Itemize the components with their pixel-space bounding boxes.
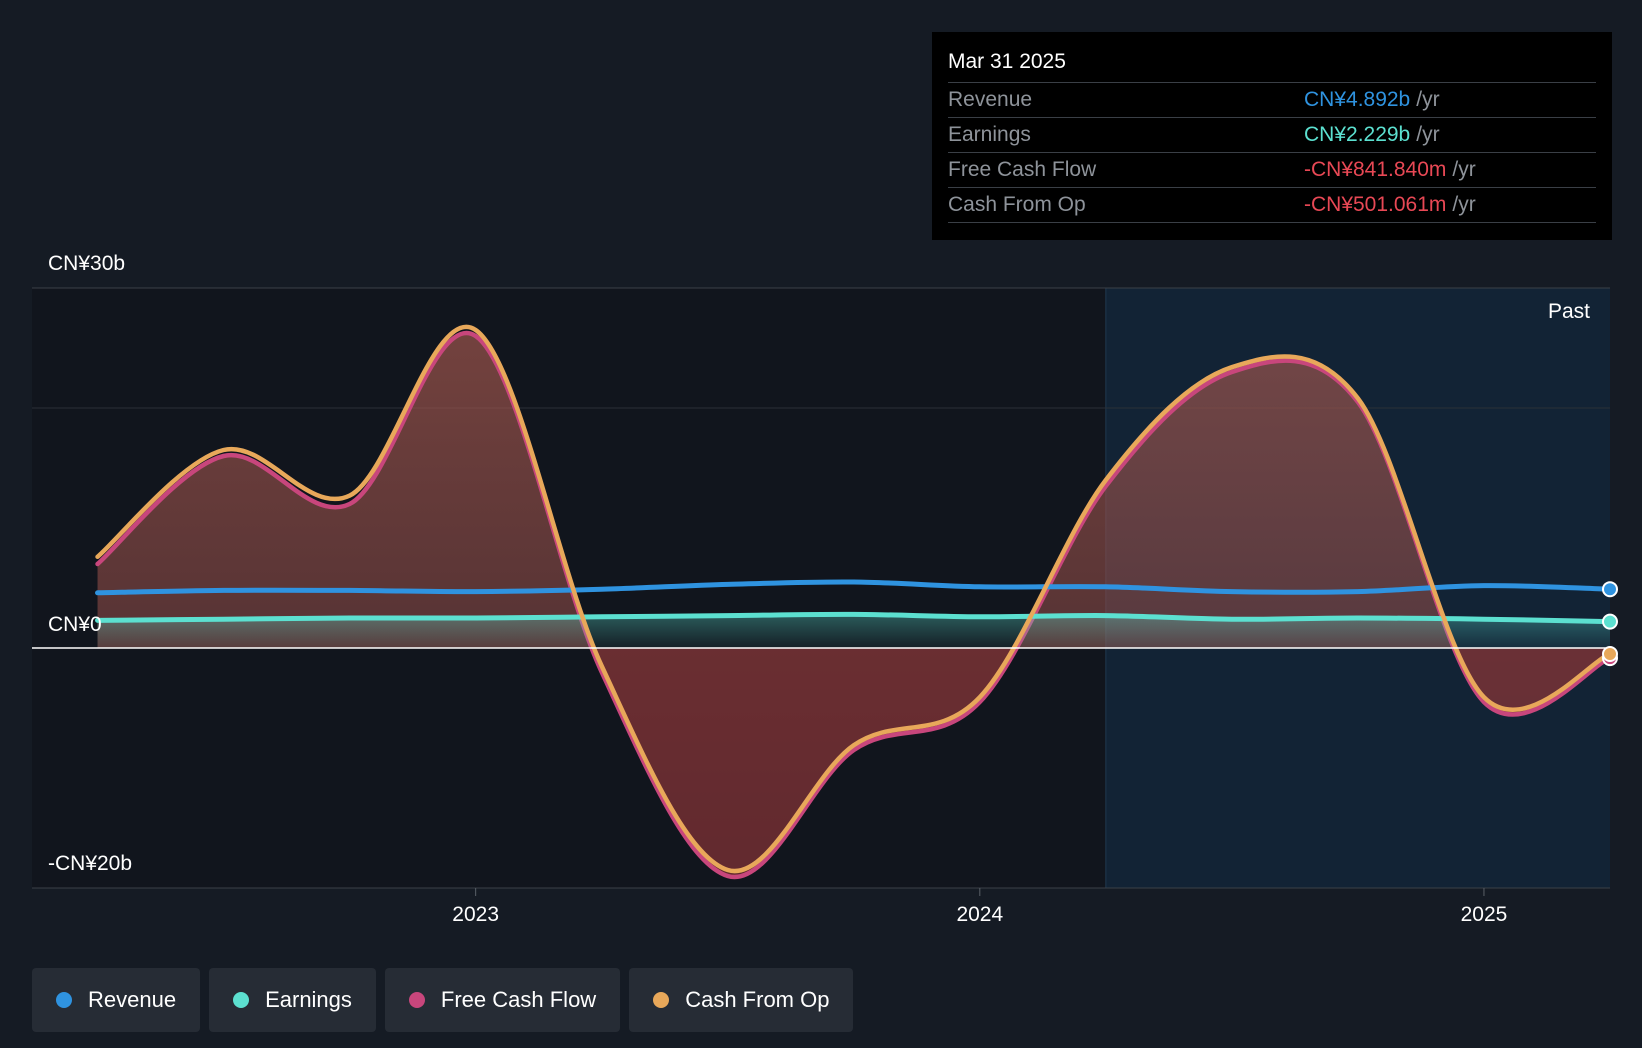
cash-from-op-line: [95, 324, 1610, 874]
tooltip-unit: /yr: [1452, 158, 1476, 181]
tooltip-unit: /yr: [1416, 123, 1440, 146]
tooltip-value: CN¥4.892b: [1304, 88, 1411, 111]
cash-from-op-end-point: [1602, 646, 1618, 662]
past-label: Past: [1547, 300, 1590, 323]
legend-dot-icon: [408, 992, 425, 1008]
tooltip-date: Mar 31 2025: [948, 50, 1066, 73]
legend-label: Earnings: [265, 987, 352, 1012]
y-label-zero: CN¥0: [48, 613, 102, 636]
revenue-line: [95, 579, 1610, 596]
earnings-end-point: [1602, 613, 1618, 630]
earnings-line: [95, 611, 1610, 625]
legend-label: Revenue: [88, 987, 177, 1012]
tooltip-row-free-cash-flow: Free Cash Flow -CN¥841.840m /yr: [948, 152, 1596, 187]
tooltip: Mar 31 2025 Revenue CN¥4.892b /yr Earnin…: [932, 32, 1612, 240]
tooltip-unit: /yr: [1416, 88, 1440, 111]
free-cash-flow-negative-area: [97, 648, 1610, 878]
tooltip-row-cash-from-op: Cash From Op -CN¥501.061m /yr: [948, 187, 1596, 223]
legend-dot-icon: [56, 992, 72, 1008]
y-label-top: CN¥30b: [48, 252, 126, 275]
legend: Revenue Earnings Free Cash Flow Cash Fro…: [32, 968, 854, 1032]
legend-label: Cash From Op: [685, 987, 830, 1012]
legend-dot-icon: [233, 992, 250, 1008]
tooltip-label: Cash From Op: [948, 193, 1086, 216]
revenue-end-point: [1602, 581, 1618, 598]
tooltip-row-earnings: Earnings CN¥2.229b /yr: [948, 117, 1596, 152]
earnings-area: [97, 614, 1610, 648]
x-tick-label-2023: 2023: [452, 903, 499, 926]
tooltip-label: Revenue: [948, 88, 1033, 111]
tooltip-label: Free Cash Flow: [948, 158, 1097, 181]
tooltip-unit: /yr: [1452, 193, 1476, 216]
x-tick-label-2024: 2024: [956, 903, 1004, 926]
legend-dot-icon: [653, 992, 670, 1008]
tooltip-value: -CN¥841.840m: [1304, 158, 1447, 181]
legend-item-earnings[interactable]: Earnings: [209, 968, 376, 1032]
tooltip-label: Earnings: [948, 123, 1031, 146]
legend-item-revenue[interactable]: Revenue: [32, 968, 201, 1032]
free-cash-flow-area: [97, 333, 1610, 878]
legend-label: Free Cash Flow: [440, 987, 597, 1012]
x-tick-label-2025: 2025: [1460, 903, 1508, 926]
tooltip-row-revenue: Revenue CN¥4.892b /yr: [948, 82, 1596, 117]
tooltip-value: CN¥2.229b: [1304, 123, 1411, 146]
legend-item-cash-from-op[interactable]: Cash From Op: [629, 968, 854, 1032]
tooltip-value: -CN¥501.061m: [1304, 193, 1447, 216]
y-label-bottom: -CN¥20b: [48, 852, 133, 875]
legend-item-free-cash-flow[interactable]: Free Cash Flow: [384, 968, 621, 1032]
